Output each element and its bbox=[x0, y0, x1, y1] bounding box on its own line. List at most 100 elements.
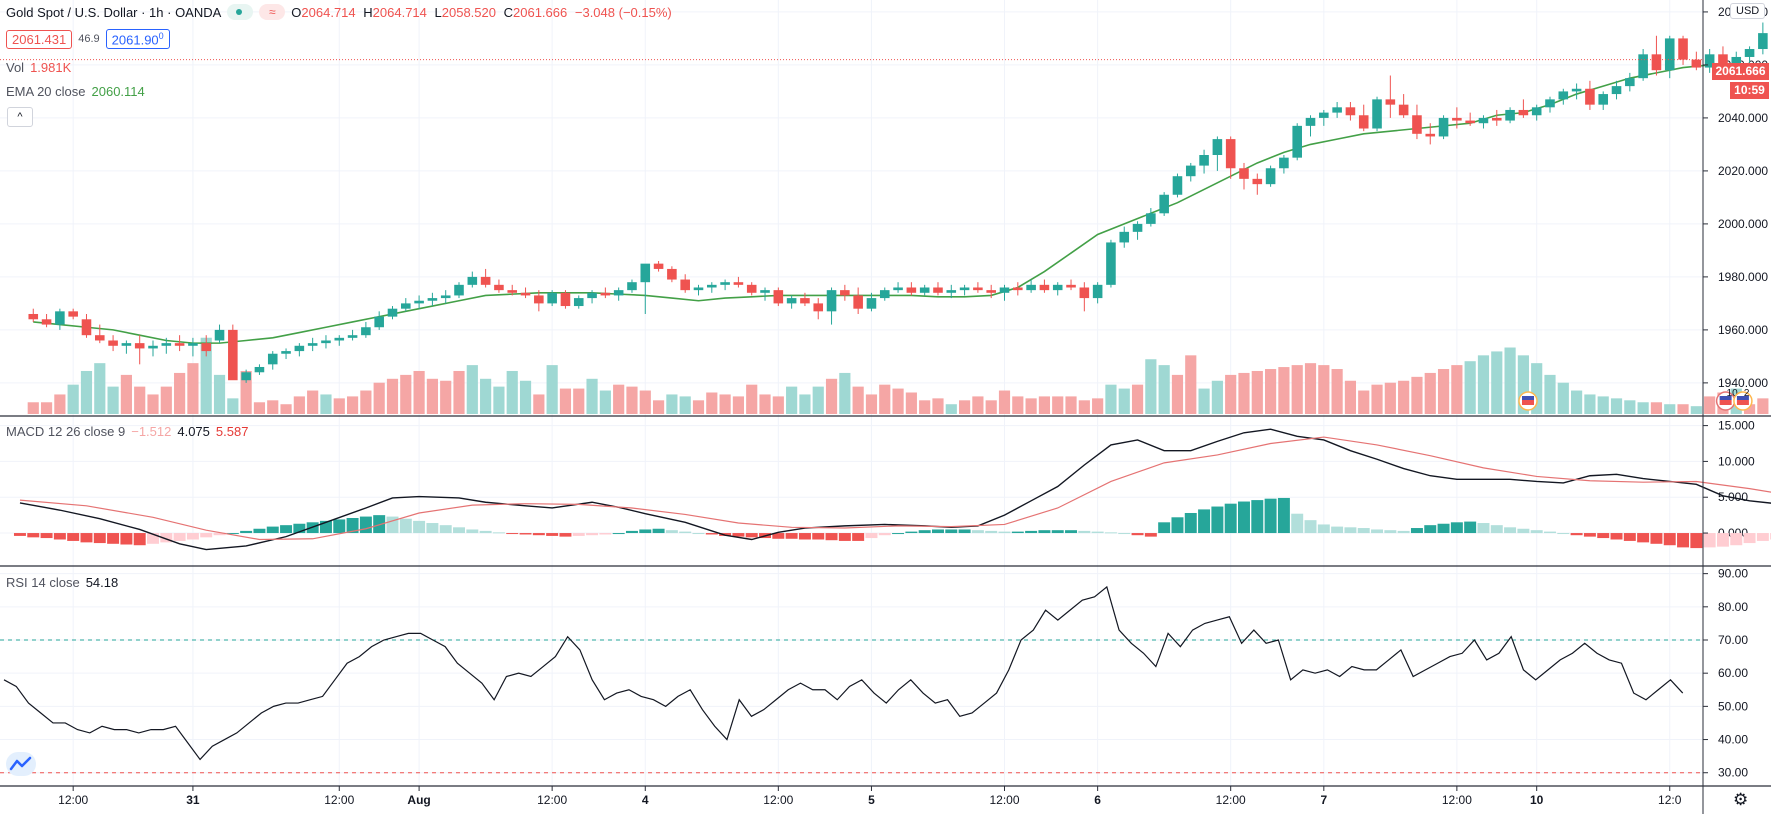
rsi-label[interactable]: RSI 14 close bbox=[6, 575, 80, 590]
candle-body[interactable] bbox=[161, 343, 172, 346]
currency-label[interactable]: USD bbox=[1730, 3, 1766, 19]
candle-body[interactable] bbox=[81, 319, 92, 336]
candle-body[interactable] bbox=[1212, 139, 1223, 156]
candle-body[interactable] bbox=[627, 282, 637, 291]
candle-body[interactable] bbox=[733, 282, 744, 285]
candle-body[interactable] bbox=[1398, 104, 1409, 116]
candle-body[interactable] bbox=[853, 295, 863, 309]
candle-body[interactable] bbox=[1585, 88, 1595, 105]
candle-body[interactable] bbox=[1691, 59, 1702, 68]
candle-body[interactable] bbox=[1292, 125, 1302, 158]
candle-body[interactable] bbox=[307, 343, 318, 346]
candle-body[interactable] bbox=[693, 287, 704, 291]
candle-body[interactable] bbox=[1252, 178, 1263, 185]
candle-body[interactable] bbox=[1505, 109, 1515, 121]
candle-body[interactable] bbox=[1625, 78, 1635, 87]
candle-body[interactable] bbox=[1558, 91, 1569, 100]
candle-body[interactable] bbox=[134, 343, 145, 349]
candle-body[interactable] bbox=[1518, 109, 1529, 116]
candle-body[interactable] bbox=[640, 263, 651, 283]
candle-body[interactable] bbox=[826, 290, 837, 312]
candle-body[interactable] bbox=[55, 311, 65, 325]
candle-body[interactable] bbox=[361, 327, 371, 336]
candle-body[interactable] bbox=[347, 335, 358, 338]
candle-body[interactable] bbox=[1132, 223, 1143, 232]
candle-body[interactable] bbox=[1704, 54, 1715, 68]
candle-body[interactable] bbox=[1758, 33, 1768, 50]
candle-body[interactable] bbox=[1092, 284, 1103, 299]
symbol-title[interactable]: Gold Spot / U.S. Dollar · 1h · OANDA bbox=[6, 4, 222, 20]
candle-body[interactable] bbox=[520, 292, 531, 296]
settings-gear-icon[interactable]: ⚙ bbox=[1733, 790, 1749, 809]
market-status-icon[interactable] bbox=[227, 4, 254, 20]
candle-body[interactable] bbox=[467, 276, 478, 285]
candle-body[interactable] bbox=[1372, 99, 1382, 129]
candle-body[interactable] bbox=[401, 303, 411, 309]
candle-body[interactable] bbox=[1079, 287, 1090, 299]
candle-body[interactable] bbox=[573, 298, 584, 307]
candle-body[interactable] bbox=[1491, 117, 1502, 121]
candle-body[interactable] bbox=[919, 287, 930, 293]
candle-body[interactable] bbox=[720, 282, 730, 285]
candle-body[interactable] bbox=[1438, 117, 1449, 137]
candle-body[interactable] bbox=[1345, 107, 1356, 116]
candle-body[interactable] bbox=[228, 329, 238, 381]
candle-body[interactable] bbox=[440, 295, 451, 299]
candle-body[interactable] bbox=[1013, 287, 1023, 291]
candle-body[interactable] bbox=[1731, 56, 1742, 65]
candle-body[interactable] bbox=[254, 366, 265, 373]
candle-body[interactable] bbox=[560, 292, 571, 307]
candle-body[interactable] bbox=[1638, 54, 1648, 79]
candle-body[interactable] bbox=[1425, 133, 1436, 137]
candle-body[interactable] bbox=[1039, 284, 1050, 291]
candle-body[interactable] bbox=[1332, 107, 1342, 113]
candle-body[interactable] bbox=[1598, 94, 1609, 105]
candle-body[interactable] bbox=[760, 290, 770, 293]
candle-body[interactable] bbox=[1172, 176, 1183, 195]
candle-body[interactable] bbox=[1305, 117, 1316, 126]
candle-body[interactable] bbox=[1279, 157, 1289, 169]
candle-body[interactable] bbox=[600, 292, 611, 296]
candle-body[interactable] bbox=[1571, 88, 1582, 92]
candle-body[interactable] bbox=[241, 372, 251, 381]
ema-label[interactable]: EMA 20 close bbox=[6, 84, 86, 99]
candle-body[interactable] bbox=[68, 311, 78, 317]
candle-body[interactable] bbox=[667, 268, 677, 280]
candle-body[interactable] bbox=[959, 287, 970, 291]
candle-body[interactable] bbox=[946, 290, 957, 293]
candle-body[interactable] bbox=[1265, 168, 1276, 185]
candle-body[interactable] bbox=[1651, 54, 1662, 71]
candle-body[interactable] bbox=[1744, 49, 1755, 57]
candle-body[interactable] bbox=[1412, 115, 1422, 134]
candle-body[interactable] bbox=[893, 287, 903, 291]
candle-body[interactable] bbox=[1358, 115, 1369, 129]
candle-body[interactable] bbox=[879, 290, 890, 299]
candle-body[interactable] bbox=[28, 313, 39, 320]
candle-body[interactable] bbox=[534, 295, 544, 304]
candle-body[interactable] bbox=[1478, 117, 1489, 124]
candle-body[interactable] bbox=[707, 284, 717, 288]
candle-body[interactable] bbox=[933, 287, 943, 293]
candle-body[interactable] bbox=[121, 343, 132, 346]
candle-body[interactable] bbox=[1146, 213, 1156, 224]
candle-body[interactable] bbox=[294, 345, 305, 352]
candle-body[interactable] bbox=[41, 319, 52, 325]
candle-body[interactable] bbox=[1611, 86, 1622, 95]
volume-label[interactable]: Vol bbox=[6, 60, 25, 75]
candle-body[interactable] bbox=[201, 343, 212, 352]
candle-body[interactable] bbox=[1026, 284, 1036, 291]
candle-body[interactable] bbox=[1239, 168, 1249, 179]
candle-body[interactable] bbox=[1465, 120, 1475, 124]
candle-body[interactable] bbox=[334, 337, 345, 341]
sell-price-button[interactable]: 2061.431 bbox=[6, 29, 73, 49]
tradingview-logo-icon[interactable] bbox=[6, 752, 36, 776]
candle-body[interactable] bbox=[746, 284, 757, 293]
candle-body[interactable] bbox=[494, 284, 504, 291]
buy-price-button[interactable]: 2061.900 bbox=[105, 29, 170, 50]
candle-body[interactable] bbox=[507, 290, 518, 293]
candle-body[interactable] bbox=[813, 303, 824, 312]
candle-body[interactable] bbox=[1664, 38, 1675, 71]
candle-body[interactable] bbox=[999, 287, 1010, 293]
candle-body[interactable] bbox=[454, 284, 464, 296]
candle-body[interactable] bbox=[374, 316, 384, 328]
